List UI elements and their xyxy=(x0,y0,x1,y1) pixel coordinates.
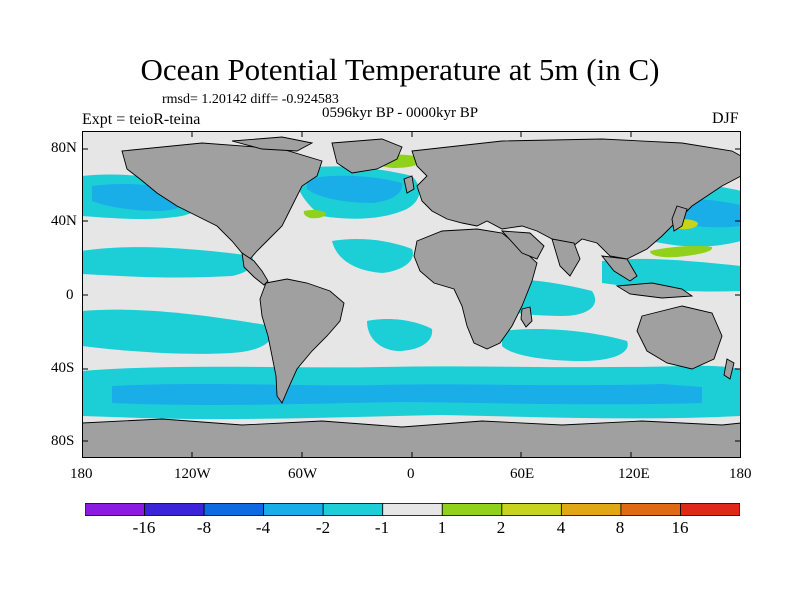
anomaly-gulf-stream xyxy=(303,209,326,219)
x-tick-60e: 60E xyxy=(510,466,535,482)
land-uk xyxy=(403,175,415,194)
colorbar-label-neg8: -8 xyxy=(196,518,212,537)
anomaly-west-pacific-warmpool xyxy=(602,258,741,292)
land-new-zealand xyxy=(723,358,735,380)
land-masses xyxy=(82,136,741,458)
x-tick-0: 0 xyxy=(407,466,415,482)
land-southeast-asia xyxy=(600,255,638,282)
colorbar-box-6 xyxy=(441,503,503,516)
colorbar-box-4 xyxy=(322,503,384,516)
x-tick-120e: 120E xyxy=(618,466,650,482)
season-label: DJF xyxy=(712,110,739,127)
anomaly-tropical-atlantic xyxy=(332,238,413,273)
experiment-label: Expt = teioR-teina xyxy=(82,111,201,128)
colorbar-label-neg16: -16 xyxy=(132,518,156,537)
anomaly-kuroshio-band xyxy=(650,246,713,258)
land-indonesia xyxy=(615,282,694,299)
world-map-plot xyxy=(82,131,741,458)
colorbar-box-0 xyxy=(84,503,145,516)
colorbar-label-neg1: -1 xyxy=(374,518,390,537)
x-tick-180w: 180 xyxy=(70,466,93,482)
anomaly-south-atlantic xyxy=(367,318,433,351)
colorbar-label-8: 8 xyxy=(615,518,625,537)
colorbar-box-5 xyxy=(382,503,443,516)
x-tick-180e: 180 xyxy=(729,466,752,482)
y-tick-40n: 40N xyxy=(51,213,77,229)
colorbar-label-16: 16 xyxy=(671,518,689,537)
anomaly-southern-ocean-core xyxy=(112,383,702,405)
colorbar xyxy=(84,503,741,516)
colorbar-label-1: 1 xyxy=(437,518,447,537)
x-tick-60w: 60W xyxy=(288,466,318,482)
land-arabia xyxy=(500,230,545,260)
anomaly-north-atlantic-core xyxy=(307,175,403,203)
land-north-america xyxy=(121,142,323,260)
land-madagascar xyxy=(520,306,533,328)
colorbar-label-neg4: -4 xyxy=(255,518,271,537)
colorbar-label-2: 2 xyxy=(496,518,506,537)
anomaly-tropical-pacific xyxy=(82,247,254,278)
land-antarctica xyxy=(82,418,741,458)
y-tick-0: 0 xyxy=(66,287,74,303)
y-tick-80n: 80N xyxy=(51,140,77,156)
land-india xyxy=(551,238,581,277)
land-australia xyxy=(636,305,723,370)
colorbar-box-8 xyxy=(560,503,622,516)
colorbar-box-7 xyxy=(501,503,562,516)
anomaly-south-indian xyxy=(502,329,628,361)
land-south-america xyxy=(259,278,345,404)
y-tick-80s: 80S xyxy=(51,433,75,449)
land-greenland xyxy=(331,138,403,174)
land-eurasia xyxy=(411,138,741,260)
land-arctic-islands xyxy=(231,136,314,152)
land-japan xyxy=(671,205,688,232)
colorbar-box-3 xyxy=(263,503,324,516)
colorbar-box-1 xyxy=(144,503,205,516)
y-tick-40s: 40S xyxy=(51,360,75,376)
rmsd-diff-stats: rmsd= 1.20142 diff= -0.924583 xyxy=(162,92,339,107)
colorbar-box-2 xyxy=(203,503,265,516)
anomaly-south-pacific xyxy=(82,309,273,354)
time-period: 0596kyr BP - 0000kyr BP xyxy=(322,105,479,121)
colorbar-label-4: 4 xyxy=(556,518,566,537)
colorbar-label-neg2: -2 xyxy=(315,518,331,537)
plot-title: Ocean Potential Temperature at 5m (in C) xyxy=(140,52,660,87)
x-tick-120w: 120W xyxy=(174,466,211,482)
axis-tick-marks xyxy=(82,131,741,458)
colorbar-box-10 xyxy=(680,503,741,516)
colorbar-box-9 xyxy=(620,503,681,516)
land-africa xyxy=(413,228,538,350)
anomaly-lightblue-regions xyxy=(92,175,741,405)
